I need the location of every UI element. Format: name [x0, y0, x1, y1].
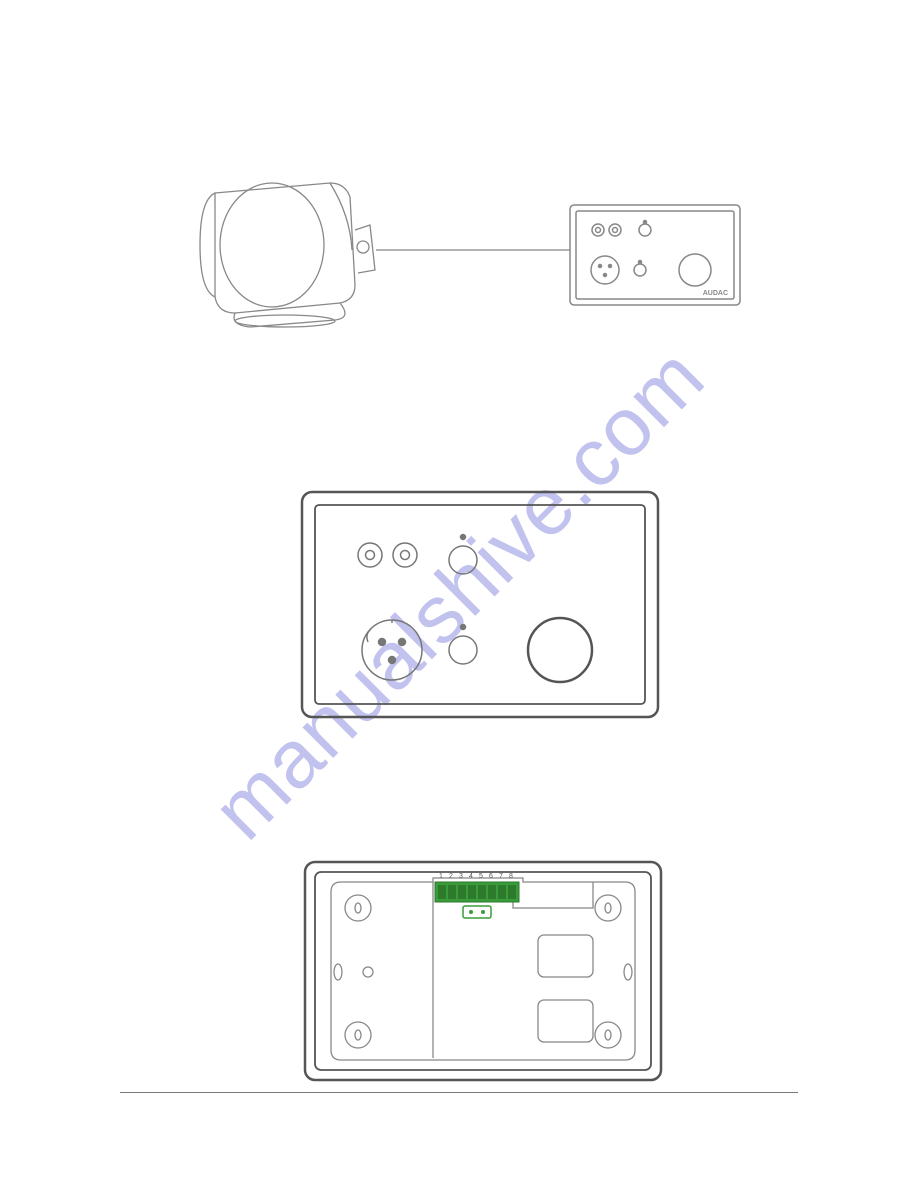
panel-brand-small: AUDAC [703, 290, 728, 297]
pin-label-6: 6 [489, 873, 493, 880]
pin-label-8: 8 [509, 873, 513, 880]
pin-label-2: 2 [449, 873, 453, 880]
pin-label-3: 3 [459, 873, 463, 880]
figure-panel-rear: 1 2 3 4 5 6 7 8 [303, 860, 663, 1090]
pin-label-4: 4 [469, 873, 473, 880]
pin-label-1: 1 [439, 873, 443, 880]
pin-label-7: 7 [499, 873, 503, 880]
figure-panel-front [300, 490, 660, 730]
figure-speaker-panel: AUDAC [180, 175, 750, 340]
footer-divider [120, 1092, 798, 1093]
pin-label-5: 5 [479, 873, 483, 880]
